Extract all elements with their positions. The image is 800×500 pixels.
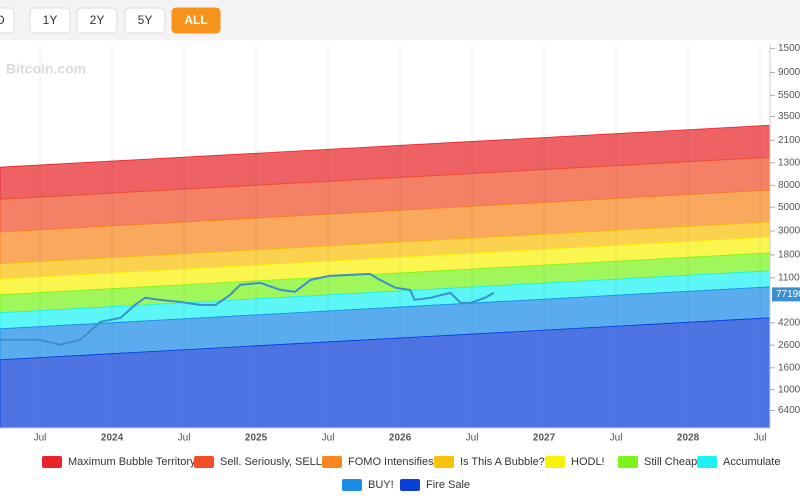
range-button[interactable] xyxy=(76,7,118,34)
y-tick-label: 6400 xyxy=(778,405,800,416)
current-price-label: 77190 xyxy=(776,289,800,300)
range-button[interactable] xyxy=(29,7,71,34)
legend-swatch xyxy=(545,456,565,468)
x-tick-label: Jul xyxy=(754,433,767,444)
x-tick-label: Jul xyxy=(178,433,191,444)
range-button[interactable] xyxy=(124,7,166,34)
legend-label: BUY! xyxy=(368,479,394,491)
range-button[interactable] xyxy=(171,7,221,34)
x-tick-label: Jul xyxy=(610,433,623,444)
current-price-box xyxy=(772,287,800,302)
legend-swatch xyxy=(42,456,62,468)
y-tick-label: 3500000 xyxy=(778,111,800,122)
y-tick-label: 9000000 xyxy=(778,67,800,78)
legend-label: Still Cheap xyxy=(644,456,697,468)
y-tick-label: 500000 xyxy=(778,202,800,213)
legend-swatch xyxy=(322,456,342,468)
x-tick-label: Jul xyxy=(466,433,479,444)
x-tick-label: 2024 xyxy=(101,433,124,444)
y-tick-label: 300000 xyxy=(778,226,800,237)
legend-label: FOMO Intensifies xyxy=(348,456,434,468)
y-tick-label: 16000 xyxy=(778,362,800,373)
range-button-label[interactable]: 0D xyxy=(0,13,5,27)
x-tick-label: 2026 xyxy=(389,433,412,444)
range-button-label[interactable]: 2Y xyxy=(90,13,105,27)
y-tick-label: 5500000 xyxy=(778,90,800,101)
legend-swatch xyxy=(400,479,420,491)
legend-label: HODL! xyxy=(571,456,605,468)
legend-swatch xyxy=(342,479,362,491)
x-tick-label: Jul xyxy=(34,433,47,444)
y-tick-label: 110000 xyxy=(778,272,800,283)
y-tick-label: 15000000 xyxy=(778,43,800,54)
legend-swatch xyxy=(434,456,454,468)
y-tick-label: 42000 xyxy=(778,317,800,328)
legend-label: Sell. Seriously, SELL! xyxy=(220,456,325,468)
x-tick-label: 2027 xyxy=(533,433,556,444)
x-tick-label: Jul xyxy=(322,433,335,444)
x-tick-label: 2028 xyxy=(677,433,700,444)
y-tick-label: 10000 xyxy=(778,384,800,395)
legend-label: Accumulate xyxy=(723,456,780,468)
legend-label: Maximum Bubble Territory xyxy=(68,456,196,468)
legend-swatch xyxy=(697,456,717,468)
legend-label: Is This A Bubble? xyxy=(460,456,545,468)
watermark: Bitcoin.com xyxy=(6,61,86,77)
range-button-label[interactable]: 5Y xyxy=(138,13,153,27)
legend-swatch xyxy=(194,456,214,468)
y-tick-label: 800000 xyxy=(778,180,800,191)
x-tick-label: 2025 xyxy=(245,433,268,444)
range-button-label[interactable]: 1Y xyxy=(43,13,58,27)
range-button[interactable] xyxy=(0,7,15,34)
range-button-label[interactable]: ALL xyxy=(184,13,207,27)
legend-label: Fire Sale xyxy=(426,479,470,491)
y-tick-label: 180000 xyxy=(778,250,800,261)
legend-swatch xyxy=(618,456,638,468)
y-tick-label: 1300000 xyxy=(778,157,800,168)
toolbar xyxy=(0,0,800,40)
y-tick-label: 26000 xyxy=(778,340,800,351)
y-tick-label: 2100000 xyxy=(778,135,800,146)
price-line xyxy=(0,272,495,346)
